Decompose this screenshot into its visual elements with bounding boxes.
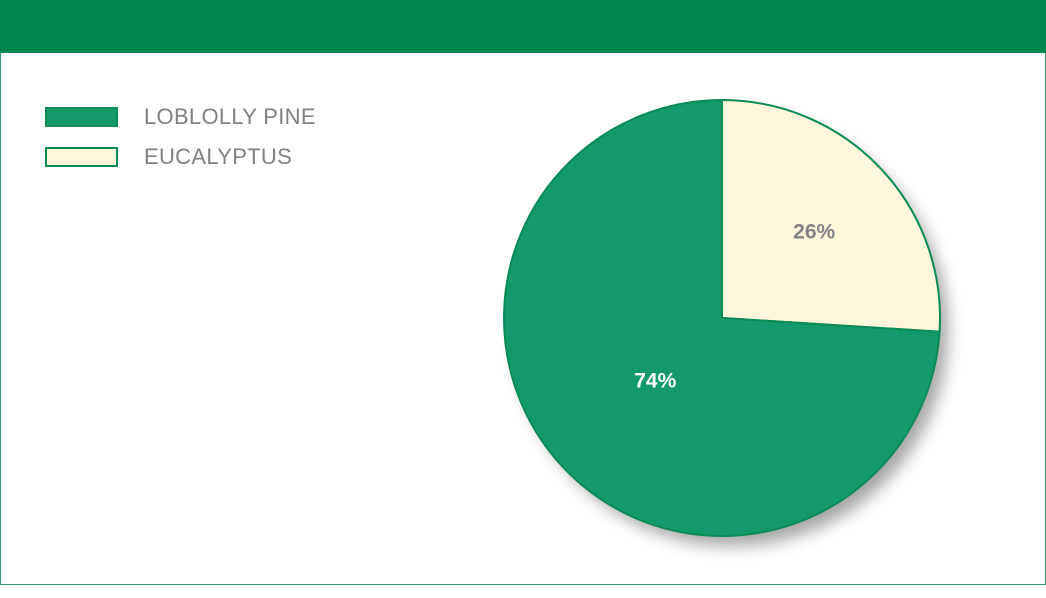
legend-swatch-eucalyptus (45, 147, 118, 167)
legend-swatch-loblolly-pine (45, 107, 118, 127)
legend-label: EUCALYPTUS (144, 144, 293, 169)
legend-item-loblolly-pine: LOBLOLLY PINE (45, 104, 316, 130)
slice-label-eucalyptus: 26% (793, 220, 835, 243)
legend: LOBLOLLY PINE EUCALYPTUS (45, 104, 316, 184)
header-bar (0, 0, 1046, 53)
legend-item-eucalyptus: EUCALYPTUS (45, 144, 316, 170)
pie-slice-loblolly-pine (503, 98, 941, 537)
legend-label: LOBLOLLY PINE (144, 104, 316, 129)
pie-slice-eucalyptus (721, 98, 941, 333)
slice-label-loblolly-pine: 74% (634, 370, 676, 393)
